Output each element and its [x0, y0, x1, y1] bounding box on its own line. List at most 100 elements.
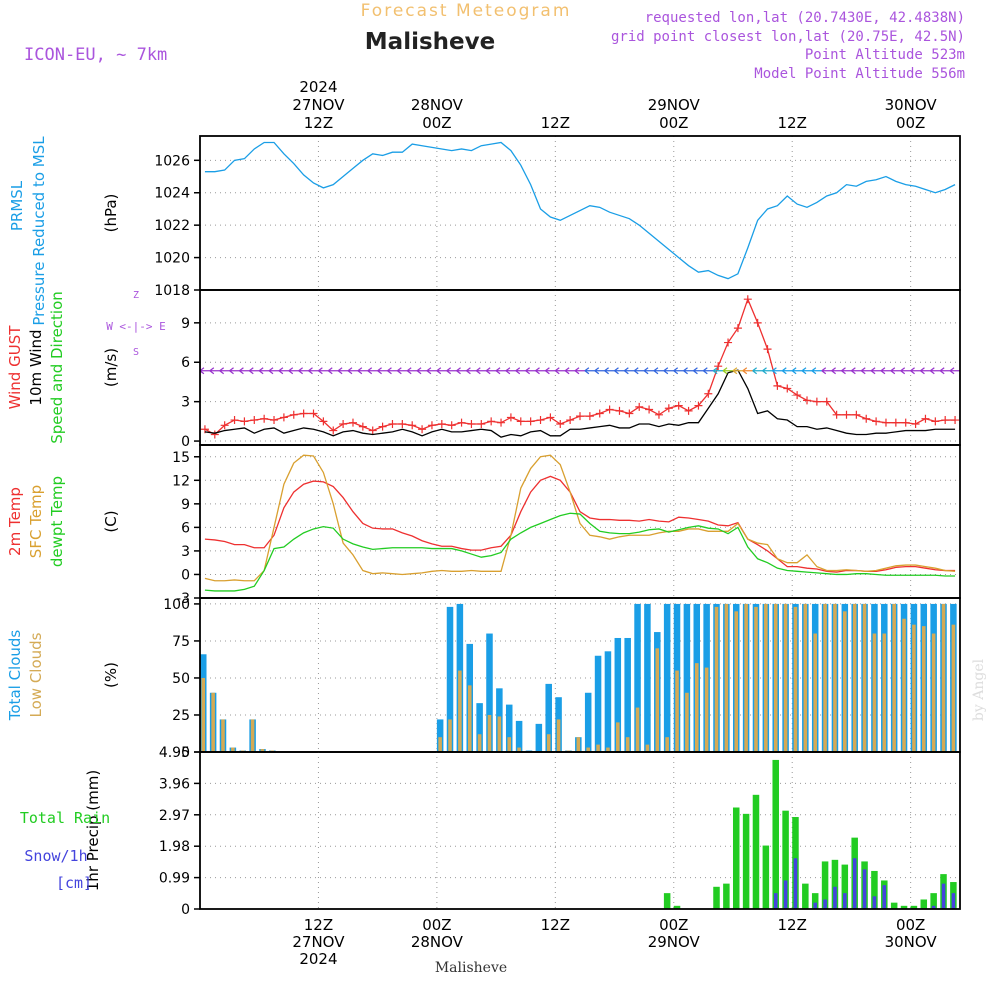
wind-direction-arrow — [683, 367, 694, 375]
gust-marker — [941, 416, 950, 425]
low-clouds-bar — [616, 722, 620, 752]
total-rain-bar — [732, 807, 740, 909]
total-clouds-bar — [604, 651, 612, 752]
unit-label: (C) — [102, 510, 120, 532]
pressure-axis-title: PRMSL — [8, 180, 26, 231]
gust-marker — [951, 416, 960, 425]
total-clouds-bar — [476, 703, 483, 752]
y-tick-label: 3 — [181, 395, 190, 411]
y-tick-label: 1022 — [154, 218, 190, 234]
gust-marker — [783, 384, 792, 393]
wind-direction-arrow — [466, 367, 477, 375]
panel-frame — [199, 135, 961, 291]
gust-marker — [773, 381, 782, 390]
bottom-time-label: 00Z — [659, 916, 688, 934]
total-clouds-bar — [644, 603, 651, 752]
total-clouds-bar — [446, 606, 454, 752]
snow-h-bar — [872, 896, 877, 909]
wind-direction-arrow — [505, 367, 516, 375]
footer-station-label: Malisheve — [435, 960, 507, 976]
wind-direction-arrow — [318, 367, 329, 375]
bottom-time-label: 12Z — [541, 916, 570, 934]
total-rain-bar — [723, 883, 730, 909]
top-time-label: 12Z — [541, 114, 570, 132]
gust-marker — [763, 345, 772, 354]
total-rain-bar — [831, 859, 839, 909]
low-clouds-bar — [606, 747, 610, 752]
low-clouds-bar — [793, 606, 798, 752]
requested-coords: requested lon,lat (20.7430E, 42.4838N) — [645, 10, 965, 26]
wind-direction-arrow — [298, 367, 309, 375]
low-clouds-bar — [260, 749, 265, 752]
wind-direction-arrow — [525, 367, 536, 375]
wind-direction-arrow — [633, 367, 645, 375]
wind-direction-arrow — [446, 367, 457, 375]
low-clouds-bar — [951, 624, 956, 752]
wind-direction-arrow — [485, 367, 497, 375]
total-rain-bar — [821, 861, 829, 909]
gust-marker — [388, 419, 397, 428]
wind-direction-arrow — [594, 367, 605, 375]
gust-marker — [220, 421, 229, 430]
total-rain-label: Total Rain — [20, 809, 110, 827]
total-rain-bar — [910, 905, 918, 909]
snow-h-bar — [813, 902, 817, 909]
low-clouds-bar — [912, 624, 916, 752]
low-clouds-bar — [546, 734, 551, 752]
wind-direction-arrow — [229, 367, 240, 375]
low-clouds-bar — [201, 677, 206, 752]
top-time-label: 27NOV — [292, 96, 345, 114]
wind-direction-arrow — [268, 367, 280, 375]
y-tick-label: 1020 — [154, 251, 190, 267]
unit-label: (m/s) — [102, 348, 120, 387]
wind-direction-arrow — [673, 367, 684, 375]
wind-direction-arrow — [920, 367, 931, 375]
wind-direction-arrow — [791, 367, 803, 375]
gust-marker — [694, 401, 703, 410]
gust-marker — [911, 419, 920, 428]
total-clouds-bar — [683, 603, 691, 752]
wind-direction-arrow — [357, 367, 368, 375]
total-rain-bar — [930, 893, 937, 909]
gust-marker — [526, 417, 535, 426]
snow-h-bar — [783, 880, 788, 909]
wind-direction-arrow — [890, 367, 901, 375]
bottom-time-label: 00Z — [422, 916, 451, 934]
gust-marker — [803, 396, 812, 405]
top-time-label: 00Z — [659, 114, 688, 132]
wind-direction-arrow — [742, 367, 753, 375]
gust-marker — [408, 421, 417, 430]
bottom-time-label: 30NOV — [885, 933, 938, 951]
gust-marker — [576, 412, 584, 421]
low-clouds-bar — [477, 734, 482, 752]
wind-direction-arrow — [811, 367, 822, 375]
2m-temp-axis-title: 2m Temp — [6, 487, 24, 556]
low-clouds-bar — [773, 603, 778, 752]
top-time-label: 00Z — [896, 114, 925, 132]
total-clouds-bar — [614, 637, 622, 752]
wind-direction-arrow — [762, 367, 773, 375]
wind-direction-arrow — [495, 367, 507, 375]
bottom-time-label: 12Z — [304, 916, 333, 934]
low-clouds-bar — [892, 603, 896, 752]
low-clouds-bar — [458, 670, 462, 752]
gust-marker — [645, 405, 654, 414]
gust-marker — [654, 410, 663, 419]
total-clouds-bar — [584, 692, 592, 752]
compass-south: S — [133, 347, 139, 358]
wind-direction-arrow — [880, 367, 891, 375]
low-clouds-bar — [724, 603, 729, 752]
wind-direction-arrow — [337, 367, 349, 375]
gust-marker — [585, 412, 594, 421]
low-clouds-bar — [517, 747, 521, 752]
wind-direction-arrow — [456, 367, 467, 375]
bottom-time-label: 2024 — [299, 950, 337, 968]
y-tick-label: 9 — [181, 316, 190, 332]
top-time-label: 29NOV — [648, 96, 701, 114]
gust-marker — [447, 421, 456, 430]
y-tick-label: 0 — [181, 902, 190, 918]
low-clouds-bar — [803, 603, 808, 752]
total-rain-bar — [742, 813, 750, 909]
wind-direction-arrow — [574, 367, 585, 375]
low-clouds-bar — [852, 603, 857, 752]
